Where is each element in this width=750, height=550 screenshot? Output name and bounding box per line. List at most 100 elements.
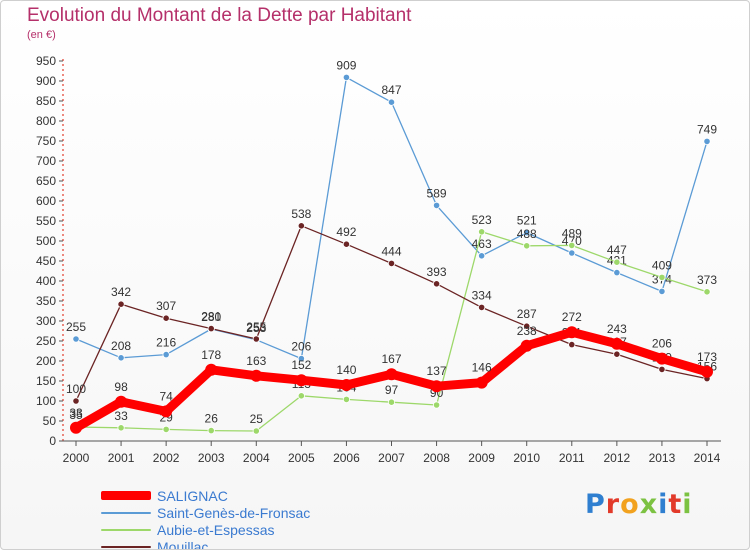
logo-letter: r — [605, 489, 621, 520]
data-point-salignac — [70, 421, 82, 434]
data-label-saint-genes-de-fronsac: 909 — [336, 58, 356, 72]
x-tick-label: 2007 — [378, 451, 405, 465]
data-point-aubie-et-espessas — [613, 258, 621, 266]
data-label-salignac: 137 — [427, 364, 447, 378]
data-label-salignac: 272 — [562, 310, 582, 324]
data-point-aubie-et-espessas — [478, 228, 486, 236]
y-tick-label: 750 — [36, 134, 56, 148]
x-tick-label: 2000 — [63, 451, 90, 465]
data-point-mouillac — [297, 222, 305, 230]
y-tick-label: 0 — [49, 434, 56, 448]
data-label-saint-genes-de-fronsac: 470 — [562, 234, 582, 248]
y-tick-label: 950 — [36, 54, 56, 68]
data-label-salignac: 163 — [246, 354, 266, 368]
data-label-aubie-et-espessas: 523 — [472, 213, 492, 227]
chart-subtitle: (en €) — [27, 29, 56, 41]
legend-swatch-salignac — [101, 491, 151, 500]
data-label-mouillac: 307 — [156, 299, 176, 313]
legend-item-mouillac: Mouillac — [101, 538, 421, 550]
x-tick-label: 2010 — [513, 451, 540, 465]
data-label-salignac: 206 — [652, 337, 672, 351]
data-label-salignac: 152 — [291, 358, 311, 372]
data-point-salignac — [160, 405, 173, 418]
data-point-salignac — [115, 395, 128, 408]
logo-letter: P — [585, 489, 606, 520]
data-label-mouillac: 334 — [472, 288, 492, 302]
legend-item-saint-genes-de-fronsac: Saint-Genès-de-Fronsac — [101, 504, 421, 521]
data-point-saint-genes-de-fronsac — [162, 350, 170, 359]
data-point-mouillac — [568, 340, 576, 349]
y-tick-label: 150 — [36, 374, 56, 388]
x-tick-label: 2004 — [243, 451, 270, 465]
y-tick-label: 350 — [36, 294, 56, 308]
y-tick-label: 100 — [36, 394, 56, 408]
data-label-aubie-et-espessas: 35 — [69, 408, 83, 422]
data-point-salignac — [295, 374, 308, 387]
data-label-saint-genes-de-fronsac: 463 — [472, 237, 492, 251]
data-label-mouillac: 281 — [201, 310, 221, 324]
data-label-mouillac: 287 — [517, 307, 537, 321]
x-tick-label: 2011 — [559, 451, 585, 465]
data-label-aubie-et-espessas: 447 — [607, 243, 627, 257]
data-label-mouillac: 538 — [291, 207, 311, 221]
data-label-salignac: 146 — [472, 361, 492, 375]
data-label-salignac: 74 — [159, 389, 173, 403]
y-tick-label: 550 — [36, 214, 56, 228]
data-point-salignac — [340, 379, 353, 391]
data-point-aubie-et-espessas — [432, 401, 441, 409]
legend-swatch-saint-genes-de-fronsac — [101, 511, 151, 514]
data-point-salignac — [430, 380, 443, 393]
y-tick-label: 900 — [36, 74, 56, 88]
data-label-salignac: 173 — [697, 350, 717, 364]
data-point-saint-genes-de-fronsac — [658, 287, 666, 295]
data-point-saint-genes-de-fronsac — [703, 137, 711, 145]
data-label-salignac: 238 — [517, 324, 537, 338]
data-point-salignac — [655, 352, 668, 365]
chart-title: Evolution du Montant de la Dette par Hab… — [27, 5, 412, 26]
data-label-aubie-et-espessas: 33 — [114, 409, 128, 423]
data-point-salignac — [475, 376, 488, 389]
data-point-mouillac — [387, 259, 396, 267]
data-point-mouillac — [252, 335, 260, 343]
data-point-mouillac — [478, 303, 486, 311]
y-tick-label: 250 — [36, 334, 56, 348]
data-point-saint-genes-de-fronsac — [478, 252, 486, 260]
legend-label-mouillac: Mouillac — [157, 538, 209, 550]
data-point-mouillac — [342, 240, 351, 248]
y-tick-label: 400 — [36, 274, 56, 288]
data-label-salignac: 33 — [69, 406, 83, 420]
data-point-saint-genes-de-fronsac — [117, 354, 125, 362]
data-label-mouillac: 255 — [246, 320, 266, 334]
data-point-salignac — [250, 369, 263, 382]
data-label-aubie-et-espessas: 488 — [517, 227, 537, 241]
data-label-mouillac: 492 — [336, 225, 356, 239]
data-label-saint-genes-de-fronsac: 216 — [156, 336, 176, 350]
logo-letter: x — [639, 489, 659, 520]
x-tick-label: 2006 — [333, 451, 360, 465]
logo-letter: t — [668, 489, 683, 520]
data-point-saint-genes-de-fronsac — [613, 268, 621, 277]
data-point-mouillac — [162, 314, 170, 322]
data-label-salignac: 167 — [381, 352, 401, 366]
data-point-aubie-et-espessas — [568, 241, 576, 249]
data-point-aubie-et-espessas — [162, 425, 170, 433]
data-point-saint-genes-de-fronsac — [297, 354, 305, 363]
data-point-mouillac — [117, 300, 125, 308]
data-label-aubie-et-espessas: 25 — [250, 412, 264, 426]
legend-label-aubie-et-espessas: Aubie-et-Espessas — [157, 521, 275, 538]
data-label-saint-genes-de-fronsac: 280 — [201, 310, 221, 324]
logo-letter: i — [658, 489, 669, 520]
data-label-mouillac: 342 — [111, 285, 131, 299]
data-label-saint-genes-de-fronsac: 749 — [697, 122, 717, 136]
data-label-aubie-et-espessas: 409 — [652, 258, 672, 272]
y-tick-label: 800 — [36, 114, 56, 128]
data-point-saint-genes-de-fronsac — [342, 73, 351, 82]
data-label-aubie-et-espessas: 97 — [385, 383, 399, 397]
data-label-aubie-et-espessas: 26 — [205, 412, 219, 426]
logo-letter: i — [682, 489, 693, 520]
logo-letter: o — [620, 489, 640, 520]
data-point-salignac — [385, 368, 398, 381]
data-point-aubie-et-espessas — [658, 273, 666, 281]
